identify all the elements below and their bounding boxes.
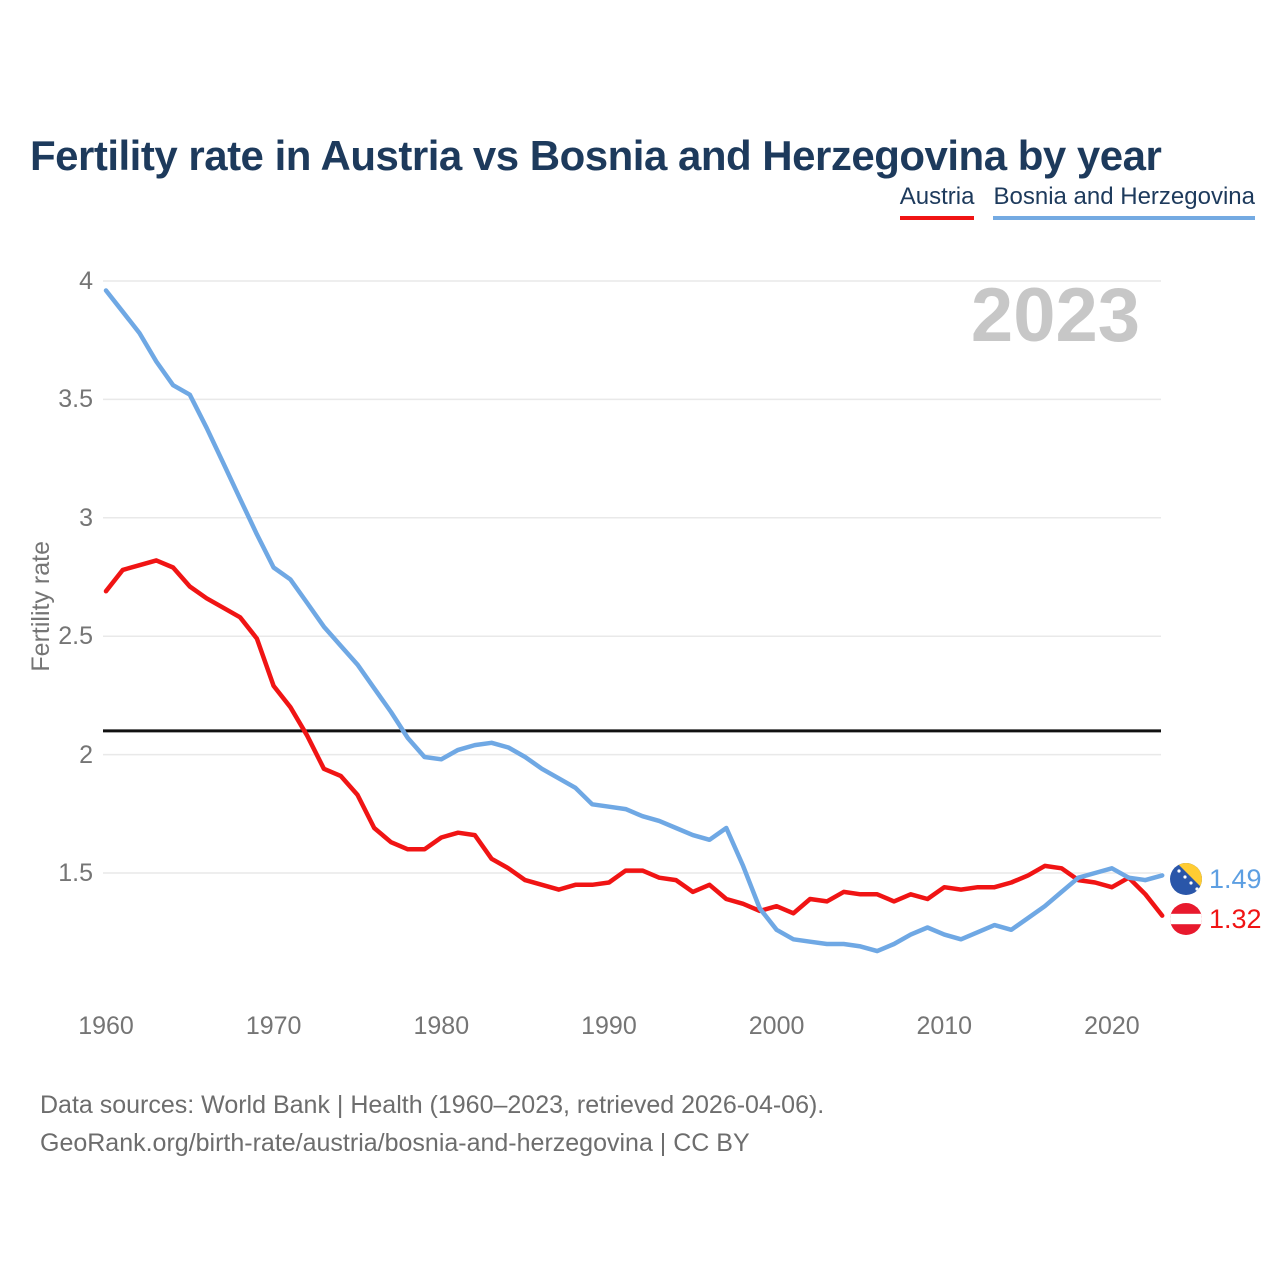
y-tick-label: 4 — [79, 267, 93, 295]
bosnia-and-herzegovina-line[interactable] — [103, 288, 1165, 954]
chart-title: Fertility rate in Austria vs Bosnia and … — [30, 132, 1162, 180]
source-line-2: GeoRank.org/birth-rate/austria/bosnia-an… — [40, 1129, 750, 1157]
y-tick-label: 1.5 — [58, 859, 93, 887]
x-tick-label: 1980 — [413, 1012, 470, 1040]
x-tick-label: 1970 — [245, 1012, 302, 1040]
y-tick-label: 2 — [79, 740, 93, 769]
year-watermark: 2023 — [970, 273, 1140, 358]
x-tick-label: 2000 — [748, 1012, 805, 1040]
y-tick-label: 3 — [79, 503, 93, 532]
austria-end-value: 1.32 — [1209, 904, 1262, 934]
x-tick-label: 1990 — [581, 1012, 637, 1040]
x-tick-label: 2010 — [916, 1012, 973, 1040]
austria-line[interactable] — [103, 558, 1165, 918]
x-tick-label: 1960 — [78, 1012, 134, 1040]
chart-legend: Austria Bosnia and Herzegovina — [899, 183, 1255, 220]
source-line-1: Data sources: World Bank | Health (1960–… — [40, 1091, 825, 1119]
legend-item-austria[interactable]: Austria — [899, 183, 975, 220]
x-tick-label: 2020 — [1084, 1012, 1140, 1040]
bosnia-flag-icon — [1170, 863, 1202, 895]
bosnia-end-value: 1.49 — [1209, 864, 1262, 894]
y-tick-label: 3.5 — [58, 385, 93, 414]
y-tick-label: 2.5 — [58, 622, 93, 651]
legend-item-bosnia[interactable]: Bosnia and Herzegovina — [993, 183, 1255, 220]
austria-flag-icon — [1170, 903, 1202, 935]
source-note: Data sources: World Bank | Health (1960–… — [40, 1086, 824, 1162]
